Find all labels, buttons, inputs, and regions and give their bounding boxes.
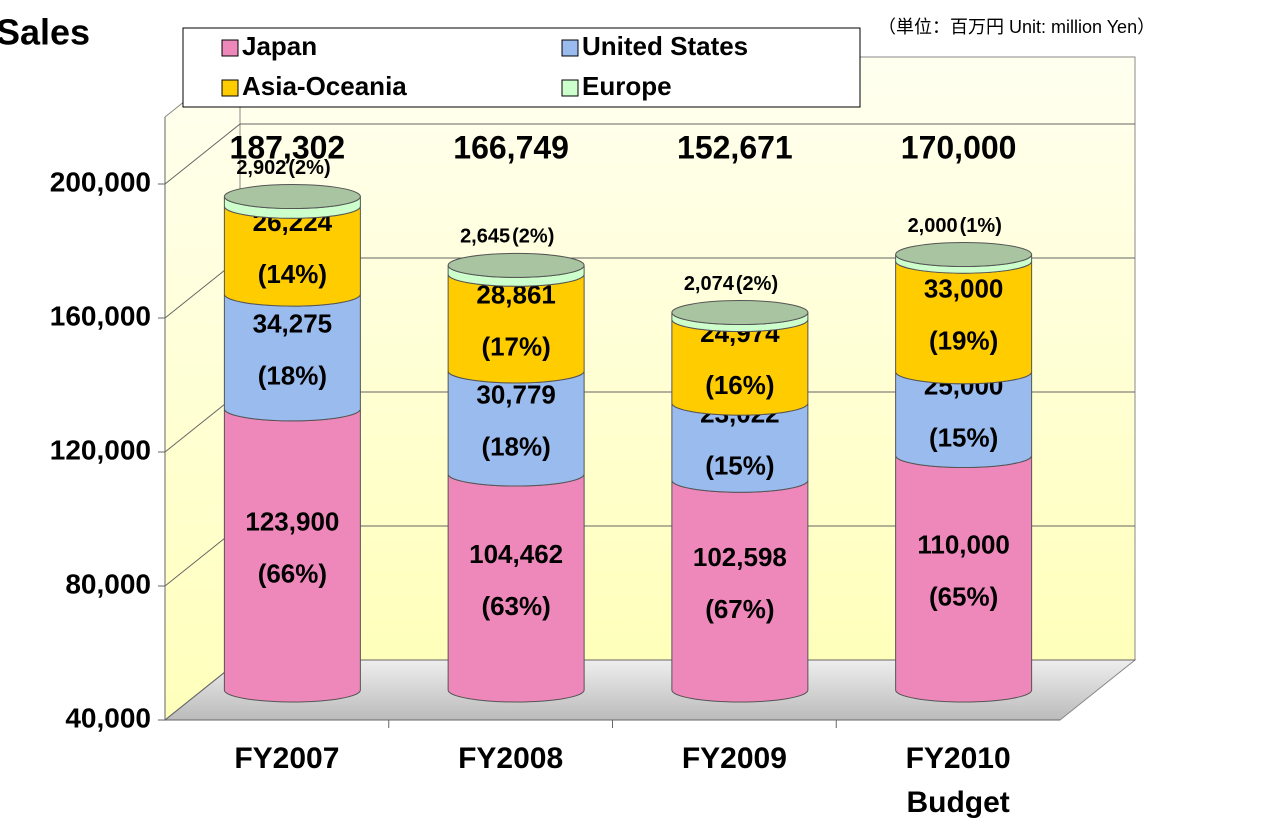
y-tick-label: 40,000 <box>65 702 151 733</box>
value-label: 2,074 <box>684 273 735 295</box>
value-label: 2,000 <box>908 215 958 237</box>
y-tick-label: 80,000 <box>65 568 151 599</box>
share-label: (16%) <box>705 370 774 400</box>
value-label: 2,645 <box>460 226 510 248</box>
legend-label: Asia-Oceania <box>242 71 407 101</box>
x-tick-label: FY2010 Budget <box>905 742 1011 819</box>
share-label: (2%) <box>512 226 554 248</box>
cylinder-segment <box>895 455 1033 703</box>
share-label: (15%) <box>705 451 774 481</box>
value-label: 104,462 <box>469 539 563 569</box>
y-tick-label: 120,000 <box>50 434 151 465</box>
value-label: 34,275 <box>253 308 333 338</box>
share-label: (63%) <box>481 591 550 621</box>
share-label: (17%) <box>481 331 550 361</box>
value-label: 2,902 <box>236 157 286 179</box>
x-tick-label: FY2007 <box>234 742 340 775</box>
legend-label: Japan <box>242 31 317 61</box>
share-label: (15%) <box>929 423 998 453</box>
chart-title: Sales <box>0 12 90 53</box>
legend-swatch <box>561 39 579 57</box>
share-label: (18%) <box>258 360 327 390</box>
legend-swatch <box>561 79 579 97</box>
value-label: 102,598 <box>693 542 787 572</box>
total-label: 170,000 <box>901 129 1017 165</box>
cylinder-segment <box>447 473 585 703</box>
cylinder-top <box>447 252 585 278</box>
cylinder-top <box>895 242 1033 267</box>
cylinder-top <box>223 184 361 210</box>
x-tick-label: FY2008 <box>458 742 564 775</box>
value-label: 123,900 <box>245 506 339 536</box>
unit-note: （単位：百万円 Unit: million Yen） <box>878 17 1155 37</box>
grid-line <box>164 123 1135 185</box>
legend-box <box>182 27 861 108</box>
x-tick-label: FY2009 <box>681 742 787 775</box>
value-label: 33,000 <box>924 273 1004 303</box>
cylinder-segment <box>671 480 809 703</box>
total-label: 166,749 <box>453 129 569 165</box>
share-label: (65%) <box>929 582 998 612</box>
value-label: 110,000 <box>917 530 1010 560</box>
share-label: (67%) <box>705 594 774 624</box>
value-label: 30,779 <box>476 379 556 409</box>
share-label: (14%) <box>258 259 327 289</box>
total-label: 187,302 <box>230 129 346 165</box>
cylinder-top <box>671 300 809 326</box>
share-label: (1%) <box>960 215 1002 237</box>
cylinder-segment <box>223 408 361 703</box>
share-label: (2%) <box>736 273 778 295</box>
legend-label: United States <box>582 31 748 61</box>
share-label: (19%) <box>929 325 998 355</box>
y-tick-label: 160,000 <box>50 300 151 331</box>
total-label: 152,671 <box>677 129 793 165</box>
legend-swatch <box>221 39 239 57</box>
share-label: (2%) <box>288 157 330 179</box>
share-label: (18%) <box>481 431 550 461</box>
y-tick-label: 200,000 <box>50 166 151 197</box>
legend-swatch <box>221 79 239 97</box>
share-label: (66%) <box>258 558 327 588</box>
legend-label: Europe <box>582 71 672 101</box>
